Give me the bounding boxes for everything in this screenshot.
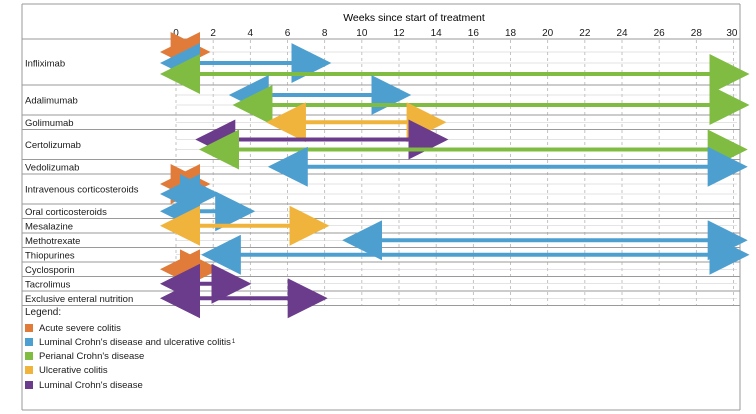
x-tick-label: 8: [322, 28, 328, 39]
x-tick-label: 10: [356, 28, 368, 39]
legend-label: Luminal Crohn's disease and ulcerative c…: [39, 336, 231, 348]
drug-label: Methotrexate: [25, 236, 80, 247]
legend-swatch: [25, 381, 33, 389]
legend-label: Ulcerative colitis: [39, 364, 108, 376]
drug-label: Tacrolimus: [25, 279, 71, 290]
x-tick-label: 30: [726, 28, 738, 39]
legend-swatch: [25, 366, 33, 374]
x-tick-label: 4: [248, 28, 254, 39]
legend-item: Luminal Crohn's disease and ulcerative c…: [25, 336, 235, 348]
drug-label: Exclusive enteral nutrition: [25, 294, 133, 305]
drug-label: Oral corticosteroids: [25, 207, 107, 218]
x-tick-label: 28: [691, 28, 703, 39]
legend-swatch: [25, 338, 33, 346]
legend-swatch: [25, 352, 33, 360]
drug-label: Adalimumab: [25, 96, 78, 107]
drug-label: Mesalazine: [25, 221, 73, 232]
x-tick-label: 18: [505, 28, 517, 39]
drug-label: Intravenous corticosteroids: [25, 185, 139, 196]
legend-swatch: [25, 324, 33, 332]
legend-item: Luminal Crohn's disease: [25, 379, 143, 391]
x-tick-label: 20: [542, 28, 554, 39]
drug-label: Cyclosporin: [25, 265, 75, 276]
x-tick-label: 12: [393, 28, 405, 39]
drug-label: Certolizumab: [25, 140, 81, 151]
legend-label: Luminal Crohn's disease: [39, 379, 143, 391]
chart-title: Weeks since start of treatment: [343, 12, 485, 24]
legend-label: Acute severe colitis: [39, 322, 121, 334]
drug-labels: Infliximab Adalimumab Golimumab Certolizuma…: [25, 59, 139, 305]
x-tick-label: 16: [468, 28, 480, 39]
x-tick-label: 14: [431, 28, 443, 39]
x-axis-ticks: 0 2 4 6 8 10 12 14 16 18 20 22 24 26 28 30: [173, 28, 738, 39]
drug-label: Golimumab: [25, 118, 74, 129]
x-tick-label: 22: [579, 28, 591, 39]
drug-label: Infliximab: [25, 59, 65, 70]
drug-label: Thiopurines: [25, 250, 75, 261]
drug-label: Vedolizumab: [25, 162, 79, 173]
x-tick-label: 26: [654, 28, 666, 39]
x-tick-label: 0: [173, 28, 179, 39]
treatment-bars: [160, 32, 750, 319]
legend-item: Ulcerative colitis: [25, 364, 108, 376]
legend-label: Perianal Crohn's disease: [39, 350, 145, 362]
legend-item: Acute severe colitis: [25, 322, 121, 334]
legend-title: Legend:: [25, 307, 62, 318]
x-tick-label: 24: [616, 28, 628, 39]
x-tick-label: 2: [210, 28, 216, 39]
x-tick-label: 6: [285, 28, 291, 39]
legend-item: Perianal Crohn's disease: [25, 350, 144, 362]
legend-footnote-marker: 1: [231, 339, 236, 345]
